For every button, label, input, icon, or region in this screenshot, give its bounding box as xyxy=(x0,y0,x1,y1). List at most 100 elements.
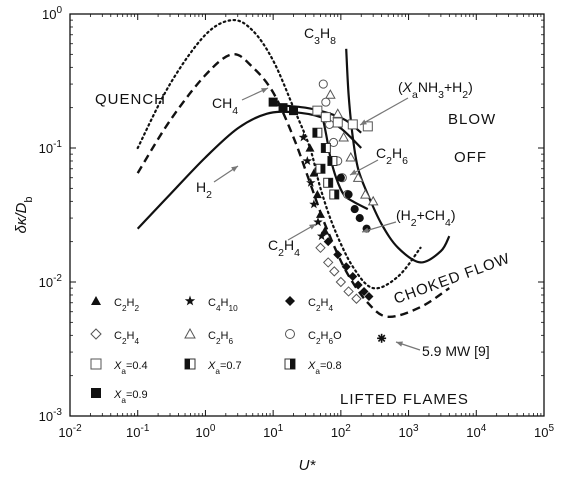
arrow-xanh3-h2 xyxy=(359,97,409,126)
arrow-h2 xyxy=(213,165,239,183)
data-point-triangle-open xyxy=(338,131,350,142)
arrow-c2h4 xyxy=(287,223,317,241)
label-h2-ch4: (H2+CH4) xyxy=(396,207,456,229)
y-tick-label: 10-3 xyxy=(39,407,63,424)
data-point-triangle-filled xyxy=(312,189,322,199)
data-point-square-half-left xyxy=(320,143,331,153)
arrow-5-9-mw xyxy=(395,341,421,351)
label-5-9-mw: 5.9 MW [9] xyxy=(422,343,490,359)
data-point-triangle-open xyxy=(352,172,364,182)
data-point-square-open xyxy=(347,119,358,130)
data-point-triangle-filled xyxy=(305,143,315,152)
data-point-circle-filled xyxy=(355,214,364,223)
data-point-square-open xyxy=(362,121,373,132)
data-point-triangle-open xyxy=(345,151,357,162)
data-point-square-filled xyxy=(268,97,278,107)
legend-marker-triangle-open xyxy=(184,327,196,339)
y-tick-label: 10-2 xyxy=(39,273,63,290)
data-point-triangle-open xyxy=(360,188,371,199)
legend-marker-diamond-open xyxy=(90,328,102,340)
data-point-square-half-right xyxy=(329,189,340,200)
data-point-diamond-filled xyxy=(333,250,343,260)
data-point-diamond-open xyxy=(322,257,334,268)
label-h2: H2 xyxy=(196,179,212,201)
data-point-triangle-open xyxy=(325,89,336,99)
label-xanh3-h2: (XaNH3+H2) xyxy=(398,79,473,101)
region-off: OFF xyxy=(454,149,487,166)
data-point-star xyxy=(313,217,323,227)
y-tick-label: 100 xyxy=(42,5,62,22)
region-blow: BLOW xyxy=(448,111,496,128)
data-point-square-half-left xyxy=(312,127,323,138)
x-tick-label: 104 xyxy=(466,423,486,440)
legend-marker-square-filled xyxy=(91,388,101,398)
legend-label: Xa=0.7 xyxy=(207,360,242,376)
legend-label: C2H4 xyxy=(114,330,140,346)
label-ch4: CH4 xyxy=(212,95,238,117)
data-point-triangle-filled xyxy=(320,226,330,235)
legend-marker-circle-open xyxy=(285,329,295,339)
x-tick-label: 102 xyxy=(331,423,351,440)
data-point-circle-open xyxy=(329,137,339,148)
data-point-star xyxy=(306,177,316,187)
x-axis-title: U* xyxy=(299,457,317,474)
data-point-square-filled xyxy=(289,106,299,116)
data-point-star xyxy=(298,132,309,142)
curve-c3h8 xyxy=(136,18,422,290)
data-point-asterisk xyxy=(377,333,387,343)
data-point-triangle-filled xyxy=(315,209,325,218)
legend-marker-square-half-right xyxy=(284,358,296,370)
legend-marker-square-open xyxy=(90,358,102,370)
label-c2h4: C2H4 xyxy=(268,237,300,259)
data-point-diamond-open xyxy=(343,286,354,297)
data-point-circle-open xyxy=(318,79,328,89)
data-point-diamond-filled xyxy=(341,262,351,272)
legend-label: Xa=0.9 xyxy=(113,389,148,405)
data-point-circle-filled xyxy=(336,173,345,182)
region-lifted-flames: LIFTED FLAMES xyxy=(340,391,469,408)
x-tick-label: 105 xyxy=(534,423,554,440)
data-point-diamond-open xyxy=(315,242,326,254)
x-tick-label: 101 xyxy=(263,423,283,440)
x-tick-label: 103 xyxy=(399,423,419,440)
data-point-star xyxy=(316,231,327,241)
data-point-square-filled xyxy=(278,103,288,113)
data-point-star xyxy=(309,199,319,209)
legend-marker-square-half-left xyxy=(184,358,196,370)
arrow-c2h6 xyxy=(349,159,379,176)
data-point-diamond-open xyxy=(335,276,347,288)
data-point-diamond-filled xyxy=(323,237,333,247)
legend-label: C2H6O xyxy=(308,330,342,346)
x-tick-label: 10-2 xyxy=(58,423,82,440)
legend-label: Xa=0.4 xyxy=(113,360,148,376)
curve-ch4 xyxy=(136,53,450,319)
data-point-square-open xyxy=(312,105,323,116)
legend-label: Xa=0.8 xyxy=(307,360,342,376)
legend-marker-star xyxy=(184,295,196,306)
data-point-triangle-open xyxy=(332,108,344,118)
legend-label: C4H10 xyxy=(208,297,238,313)
region-quench: QUENCH xyxy=(95,91,166,108)
data-point-diamond-filled xyxy=(348,271,358,281)
data-point-triangle-filled xyxy=(309,168,319,177)
x-tick-label: 10-1 xyxy=(126,423,150,440)
arrow-h2-ch4 xyxy=(361,221,397,233)
data-point-square-open xyxy=(320,112,331,123)
data-point-star xyxy=(302,156,313,165)
plot-frame xyxy=(69,13,545,417)
label-c2h6: C2H6 xyxy=(376,145,408,167)
legend-marker-diamond-filled xyxy=(285,296,295,306)
data-point-circle-open xyxy=(321,97,331,107)
arrow-ch4 xyxy=(241,87,269,101)
data-point-circle-filled xyxy=(344,190,353,199)
legend-label: C2H4 xyxy=(308,297,334,313)
data-point-square-open xyxy=(332,117,343,128)
legend-label: C2H6 xyxy=(208,330,234,346)
curve-c2h6 xyxy=(345,48,451,264)
data-point-square-half-right xyxy=(315,163,326,174)
data-point-triangle-open xyxy=(367,195,379,206)
data-point-diamond-open xyxy=(351,293,362,304)
data-point-diamond-filled xyxy=(353,280,363,290)
legend-marker-triangle-filled xyxy=(91,296,101,305)
